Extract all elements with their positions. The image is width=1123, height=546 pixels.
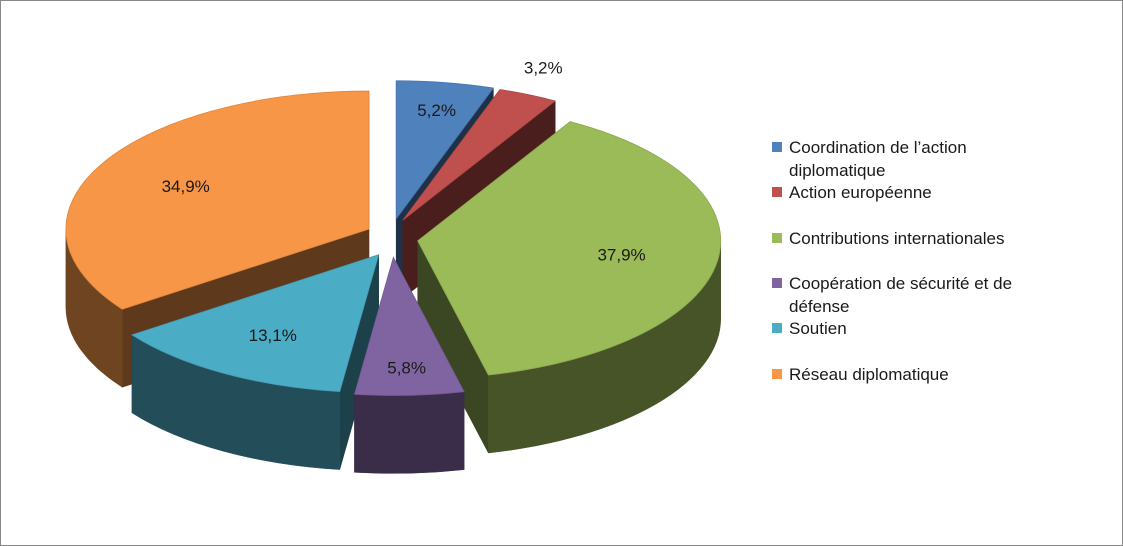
pie-slice xyxy=(395,80,495,220)
pie-slice xyxy=(353,256,465,396)
pie-slice xyxy=(131,254,380,393)
legend-label: Soutien xyxy=(789,319,847,338)
legend-swatch xyxy=(772,142,782,152)
legend-swatch xyxy=(772,278,782,288)
pie-tops xyxy=(65,80,722,396)
legend-swatch xyxy=(772,369,782,379)
pie-slice xyxy=(65,90,370,310)
slice-data-label: 37,9% xyxy=(597,245,645,264)
legend-label: Contributions internationales xyxy=(789,229,1005,248)
legend-label: Coordination de l’action diplomatique xyxy=(789,138,967,180)
pie-slice-side xyxy=(354,391,465,474)
slice-data-label: 5,8% xyxy=(387,359,426,378)
pie-slice xyxy=(402,89,557,221)
slice-data-label: 5,2% xyxy=(417,101,456,120)
slice-data-label: 34,9% xyxy=(162,177,210,196)
pie-data-labels: 5,2% 3,2% 37,9% 5,8% 13,1% 34,9% xyxy=(162,59,646,378)
slice-data-label: 3,2% xyxy=(524,59,563,78)
pie-slice xyxy=(417,121,722,376)
slice-data-label: 13,1% xyxy=(249,326,297,345)
legend-swatch xyxy=(772,187,782,197)
legend-label: Coopération de sécurité et de défense xyxy=(789,274,1013,316)
legend-label: Réseau diplomatique xyxy=(789,365,949,384)
legend-swatch xyxy=(772,323,782,333)
legend-label: Action européenne xyxy=(789,183,932,202)
legend-swatch xyxy=(772,233,782,243)
